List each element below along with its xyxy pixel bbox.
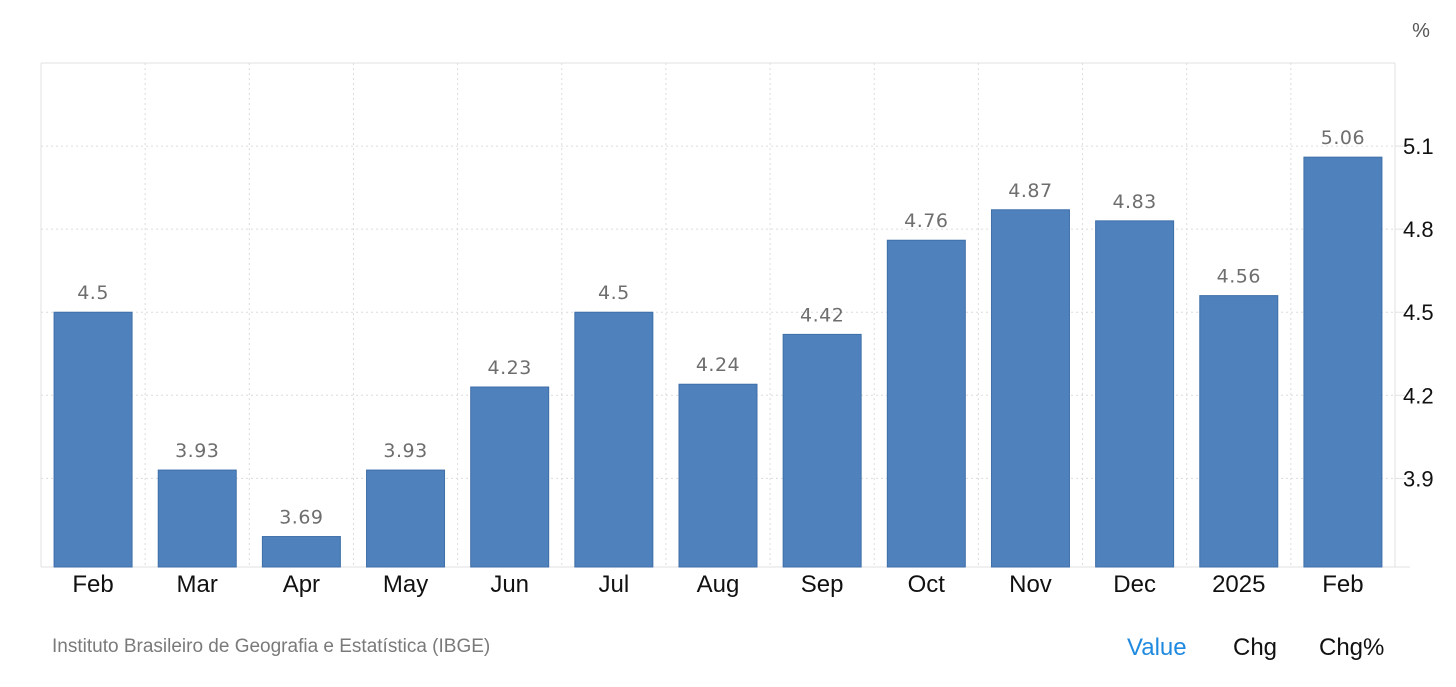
data-label: 4.76	[904, 210, 948, 232]
bar-aug-6[interactable]	[678, 383, 758, 568]
x-tick-label: May	[383, 571, 428, 598]
data-label: 4.83	[1112, 191, 1156, 213]
data-label: 4.5	[77, 282, 109, 304]
y-tick-label: 3.9	[1403, 466, 1434, 491]
bar-may-3[interactable]	[366, 469, 446, 568]
bar-2025-11[interactable]	[1199, 295, 1279, 568]
data-label: 3.93	[175, 440, 219, 462]
x-tick-label: Sep	[801, 571, 844, 598]
bar-apr-2[interactable]	[261, 536, 341, 568]
bar-oct-8[interactable]	[886, 239, 966, 568]
x-tick-label: Apr	[283, 571, 320, 598]
x-tick-label: Oct	[908, 571, 946, 598]
tab-value[interactable]: Value	[1127, 634, 1187, 661]
bar-jun-4[interactable]	[470, 386, 550, 568]
bar-chart: 4.5 3.93 3.69 3.93 4.23 4.5 4.24 4.42 4.76 4.87 4.…	[40, 20, 1434, 598]
x-tick-label: Jul	[599, 571, 630, 598]
x-tick-label: Feb	[72, 571, 113, 598]
source-attribution: Instituto Brasileiro de Geografia e Esta…	[52, 636, 491, 657]
bar-sep-7[interactable]	[782, 333, 862, 568]
x-tick-label: Jun	[490, 571, 529, 598]
y-axis-ticks: 3.9 4.2 4.5 4.8 5.1	[1395, 134, 1434, 491]
view-tabs: Value Chg Chg%	[1100, 634, 1420, 664]
y-tick-label: 4.8	[1403, 217, 1434, 242]
data-label: 4.5	[598, 282, 630, 304]
x-tick-label: Dec	[1113, 571, 1156, 598]
x-axis-ticks: Feb Mar Apr May Jun Jul Aug Sep Oct Nov Dec 2025 Feb	[72, 571, 1363, 598]
data-label: 4.24	[696, 354, 740, 376]
data-label: 5.06	[1321, 127, 1365, 149]
y-axis-unit-label: %	[1412, 20, 1430, 42]
data-label: 3.69	[279, 507, 323, 529]
data-label: 3.93	[383, 440, 427, 462]
bar-nov-9[interactable]	[990, 209, 1070, 568]
data-label: 4.23	[488, 357, 532, 379]
data-label: 4.56	[1217, 266, 1261, 288]
tab-chg-percent[interactable]: Chg%	[1319, 634, 1385, 661]
bar-feb-0[interactable]	[53, 311, 133, 568]
x-tick-label: Aug	[697, 571, 740, 598]
bar-feb-12[interactable]	[1303, 156, 1383, 568]
bar-mar-1[interactable]	[157, 469, 237, 568]
x-tick-label: Mar	[177, 571, 218, 598]
y-tick-label: 5.1	[1403, 134, 1434, 159]
tab-chg[interactable]: Chg	[1233, 634, 1278, 661]
y-tick-label: 4.5	[1403, 300, 1434, 325]
y-tick-label: 4.2	[1403, 383, 1434, 408]
x-tick-label: Nov	[1009, 571, 1052, 598]
data-label: 4.87	[1008, 180, 1052, 202]
chart-bars	[53, 156, 1383, 568]
chart-data-labels: 4.5 3.93 3.69 3.93 4.23 4.5 4.24 4.42 4.76 4.87 4.…	[77, 127, 1365, 529]
bar-dec-10[interactable]	[1095, 220, 1175, 568]
x-tick-label: 2025	[1212, 571, 1265, 598]
bar-jul-5[interactable]	[574, 311, 654, 568]
data-label: 4.42	[800, 304, 844, 326]
x-tick-label: Feb	[1322, 571, 1363, 598]
